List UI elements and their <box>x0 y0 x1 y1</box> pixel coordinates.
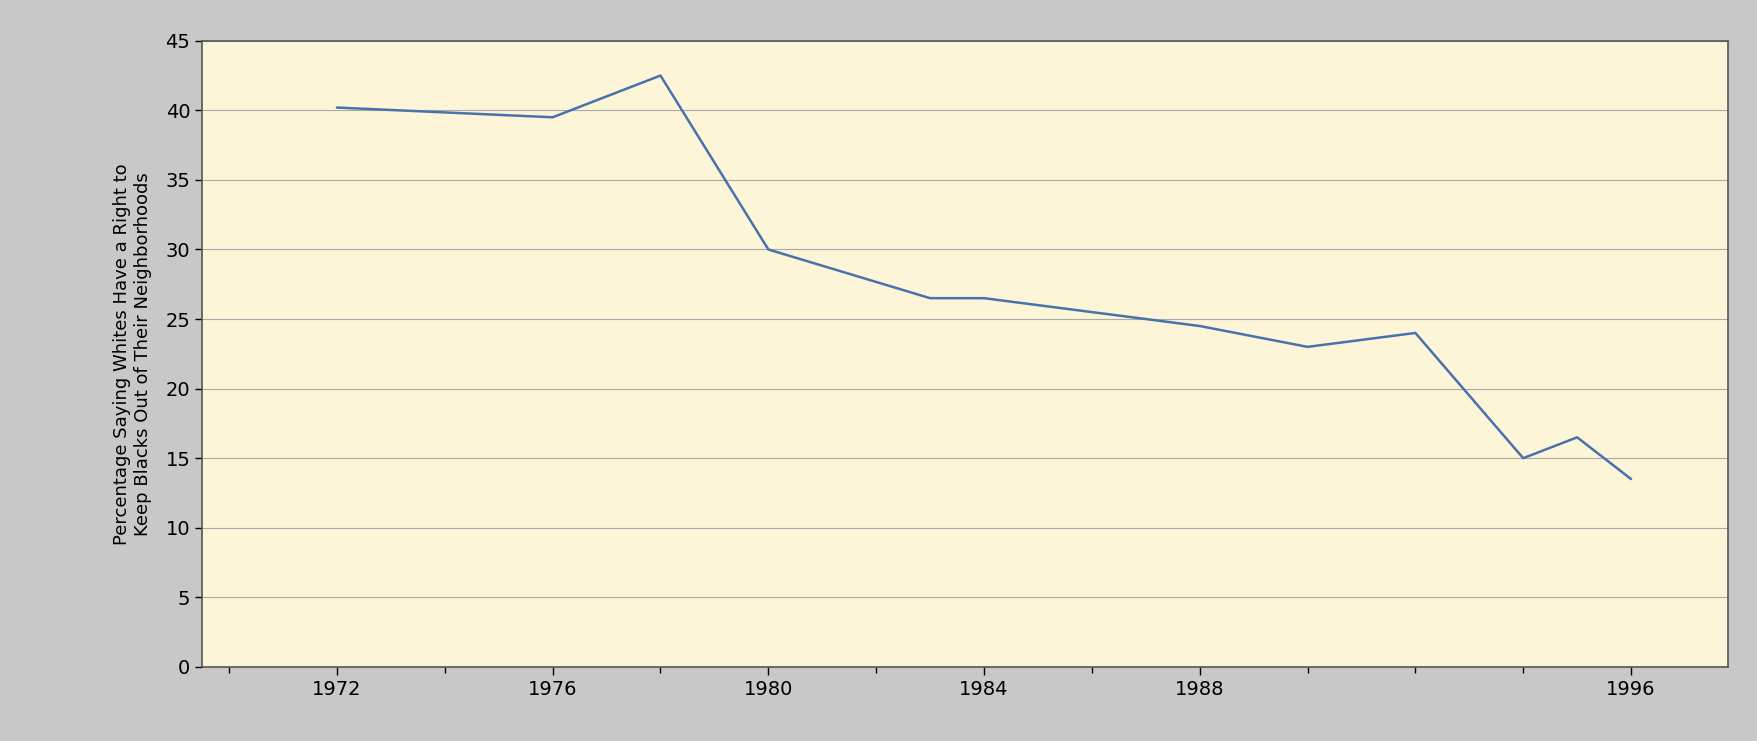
Y-axis label: Percentage Saying Whites Have a Right to
Keep Blacks Out of Their Neighborhoods: Percentage Saying Whites Have a Right to… <box>112 163 151 545</box>
